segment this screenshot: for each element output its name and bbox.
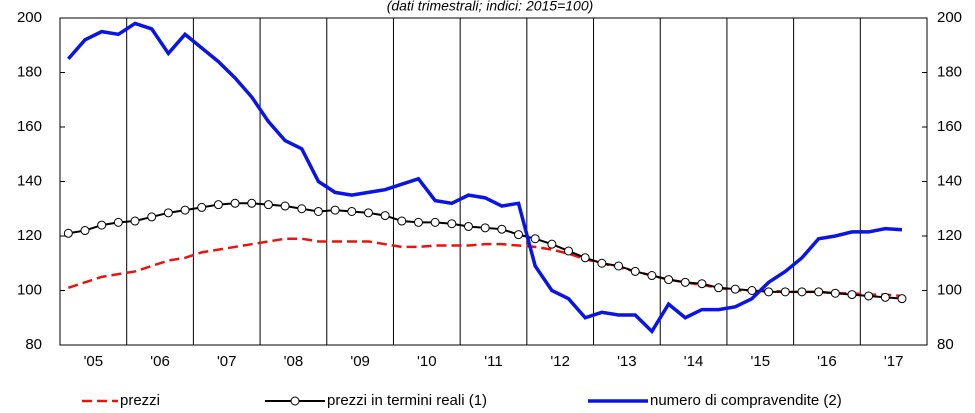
series-line — [67, 21, 903, 335]
x-tick-label: '14 — [684, 353, 704, 370]
series-marker — [113, 217, 123, 227]
x-tick-label: '05 — [84, 353, 104, 370]
series-marker — [497, 224, 507, 234]
series-marker — [647, 271, 657, 281]
legend-marker — [290, 396, 300, 406]
series-marker — [630, 266, 640, 276]
series-marker — [764, 287, 774, 297]
series-marker — [680, 277, 690, 287]
y-tick-label: 120 — [17, 227, 42, 244]
y-tick-label: 100 — [17, 281, 42, 298]
x-tick-label: '07 — [217, 353, 237, 370]
series-marker — [397, 216, 407, 226]
series-marker — [380, 211, 390, 221]
series-marker — [97, 220, 107, 230]
series-marker — [197, 202, 207, 212]
y2-tick-label: 80 — [937, 336, 954, 353]
series-marker — [463, 221, 473, 231]
y-tick-label: 160 — [17, 118, 42, 135]
legend-label: prezzi — [120, 392, 160, 409]
y2-tick-label: 100 — [937, 281, 962, 298]
series-marker — [814, 287, 824, 297]
series-marker — [564, 246, 574, 256]
series-marker — [514, 230, 524, 240]
series-marker — [830, 288, 840, 298]
legend-label: prezzi in termini reali (1) — [327, 392, 487, 409]
series-marker — [347, 206, 357, 216]
y2-tick-label: 180 — [937, 63, 962, 80]
series-marker — [547, 239, 557, 249]
x-tick-label: '08 — [284, 353, 304, 370]
series-marker — [247, 198, 257, 208]
legend-label: numero di compravendite (2) — [650, 392, 842, 409]
series-marker — [880, 292, 890, 302]
series-marker — [864, 291, 874, 301]
x-tick-label: '15 — [750, 353, 770, 370]
x-tick-label: '06 — [150, 353, 170, 370]
y2-tick-label: 200 — [937, 9, 962, 26]
series-marker — [213, 200, 223, 210]
x-tick-label: '09 — [350, 353, 370, 370]
chart-subtitle: (dati trimestrali; indici: 2015=100) — [387, 0, 594, 14]
series-marker — [664, 275, 674, 285]
series-marker — [747, 286, 757, 295]
series-marker — [430, 217, 440, 227]
series-marker — [847, 290, 857, 300]
y-tick-label: 200 — [17, 9, 42, 26]
series-marker — [63, 228, 73, 238]
series-marker — [313, 206, 323, 216]
series-marker — [163, 208, 173, 218]
series-marker — [80, 226, 90, 236]
series-marker — [897, 294, 907, 304]
series-marker — [447, 219, 457, 229]
plot-frame — [59, 17, 928, 346]
series-marker — [730, 284, 740, 294]
series-marker — [480, 223, 490, 233]
x-tick-label: '13 — [617, 353, 637, 370]
series-marker — [130, 216, 140, 226]
x-tick-label: '11 — [484, 353, 502, 370]
x-tick-label: '17 — [884, 353, 904, 370]
y2-tick-label: 120 — [937, 227, 962, 244]
y-tick-label: 140 — [17, 172, 42, 189]
series-marker — [530, 234, 540, 244]
y-tick-label: 80 — [25, 336, 42, 353]
y2-tick-label: 160 — [937, 118, 962, 135]
series-marker — [363, 208, 373, 218]
series-marker — [797, 287, 807, 297]
series-marker — [180, 205, 190, 215]
series-marker — [330, 205, 340, 215]
x-tick-label: '16 — [817, 353, 837, 370]
series-marker — [230, 198, 240, 208]
series-marker — [147, 212, 157, 222]
series-marker — [780, 287, 790, 297]
series-marker — [714, 283, 724, 293]
series-marker — [597, 258, 607, 268]
series-marker — [263, 200, 273, 210]
series-marker — [580, 253, 590, 263]
series-marker — [280, 201, 290, 211]
y-tick-label: 180 — [17, 63, 42, 80]
y2-tick-label: 140 — [937, 172, 962, 189]
series-marker — [697, 279, 707, 289]
x-tick-label: '12 — [550, 353, 570, 370]
x-tick-label: '10 — [417, 353, 437, 370]
series-marker — [614, 261, 624, 271]
series-marker — [297, 204, 307, 214]
series-marker — [413, 217, 423, 227]
